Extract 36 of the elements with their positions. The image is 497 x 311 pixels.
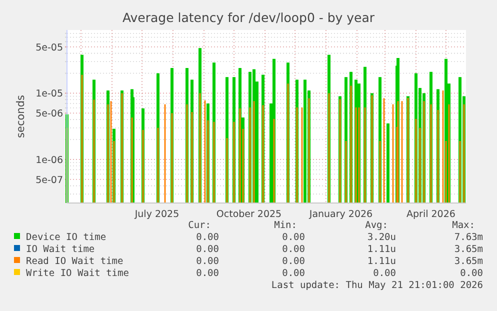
- y-tick-label: 5e-07: [36, 174, 63, 186]
- y-tick-label: 5e-05: [36, 42, 63, 54]
- y-tick-label: 5e-06: [36, 108, 63, 120]
- text: 0.00: [282, 244, 306, 255]
- text: 0.00: [196, 268, 220, 279]
- text: 1.11u: [367, 256, 396, 267]
- text: 0.00: [282, 256, 306, 267]
- legend-label: Read IO Wait time: [26, 256, 124, 267]
- legend-label: Device IO time: [26, 232, 106, 243]
- text: Last update: Thu May 21 21:01:00 2026: [271, 280, 484, 291]
- text: 0.00: [282, 232, 306, 243]
- text: 3.65m: [454, 256, 484, 267]
- chart-title: Average latency for /dev/loop0 - by year: [122, 10, 376, 25]
- text: Avg:: [365, 220, 388, 231]
- text: 3.20u: [367, 232, 396, 243]
- text: 7.63m: [454, 232, 484, 243]
- x-tick-label: July 2025: [134, 209, 180, 220]
- text: 3.65m: [454, 244, 484, 255]
- text: Max:: [452, 220, 475, 231]
- legend-label: IO Wait time: [26, 244, 95, 255]
- text: 1.11u: [367, 244, 396, 255]
- text: 0.00: [196, 232, 220, 243]
- legend-label: Write IO Wait time: [26, 268, 130, 279]
- y-axis-title: seconds: [15, 95, 27, 138]
- text: 0.00: [282, 268, 306, 279]
- y-tick-label: 1e-05: [36, 88, 63, 100]
- text: 0.00: [196, 244, 220, 255]
- text: 0.00: [373, 268, 396, 279]
- x-tick-label: October 2025: [216, 209, 282, 220]
- text: 0.00: [196, 256, 220, 267]
- text: 0.00: [460, 268, 484, 279]
- x-tick-label: April 2026: [406, 209, 456, 220]
- x-tick-label: January 2026: [308, 209, 373, 220]
- y-tick-label: 1e-06: [36, 154, 63, 166]
- text: Cur:: [188, 220, 211, 231]
- text: Min:: [274, 220, 297, 231]
